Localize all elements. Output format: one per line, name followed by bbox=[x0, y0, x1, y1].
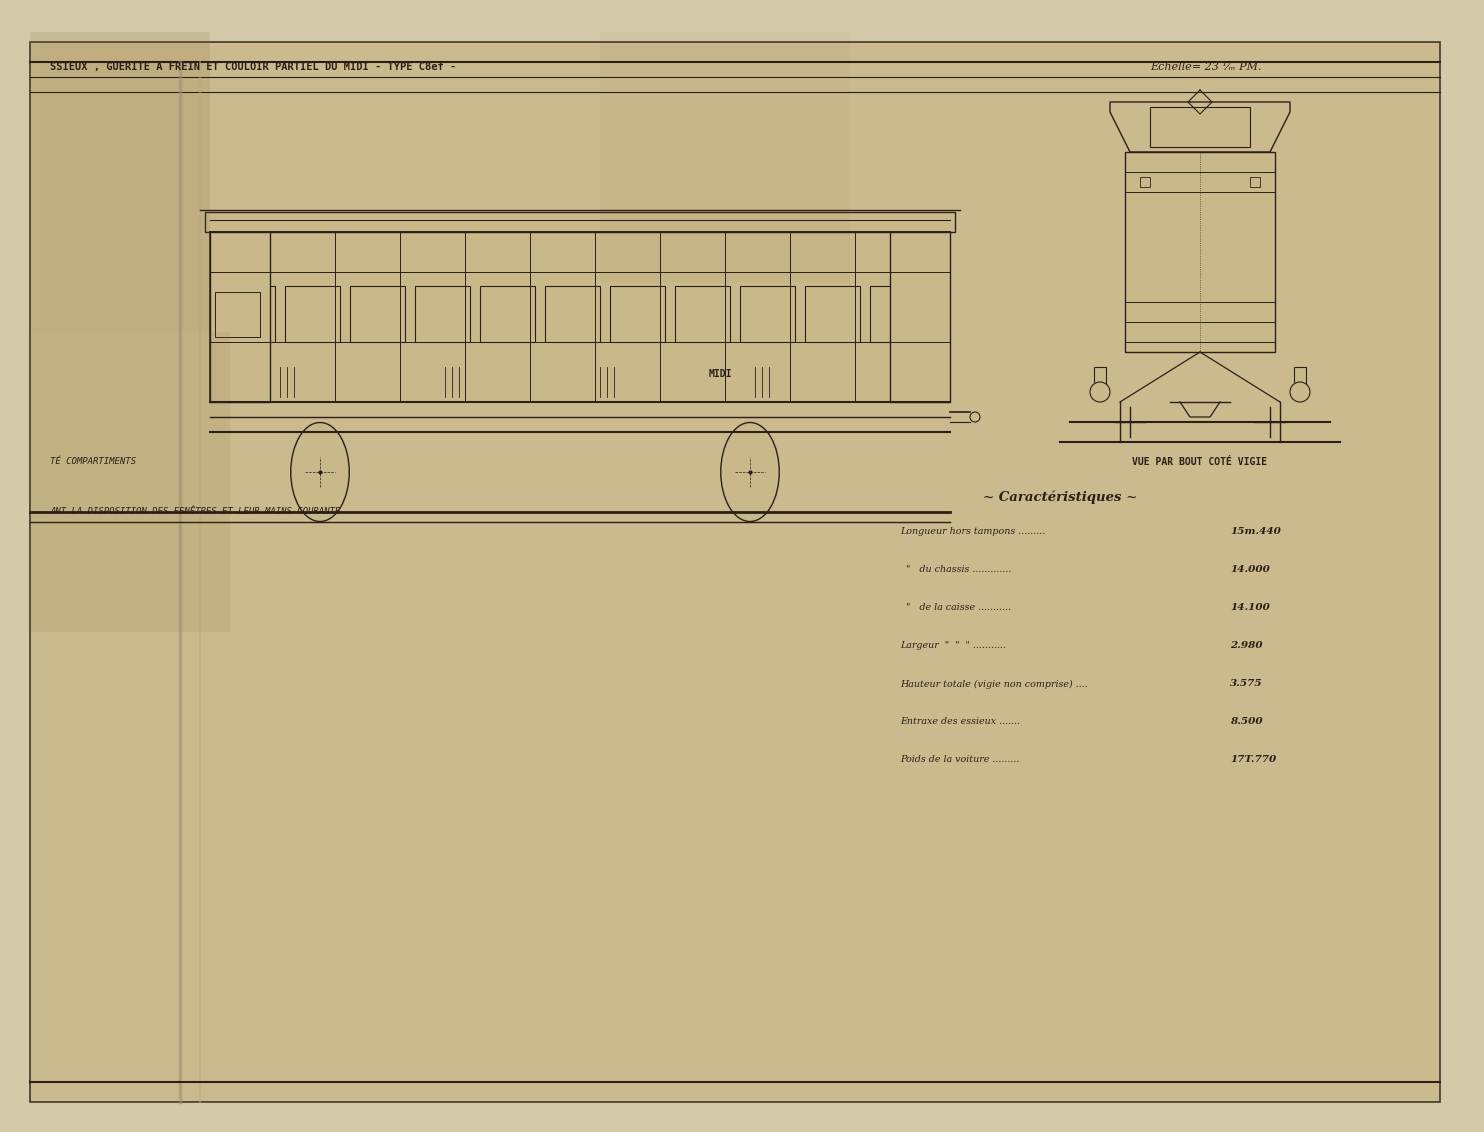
Text: Entraxe des essieux .......: Entraxe des essieux ....... bbox=[899, 718, 1020, 727]
Bar bbox=[416, 286, 470, 342]
Bar bbox=[479, 286, 536, 342]
Text: 2.980: 2.980 bbox=[1230, 642, 1263, 651]
Text: ANT LA DISPOSITION DES FENÊTRES ET LEUR MAINS-COURANTE: ANT LA DISPOSITION DES FENÊTRES ET LEUR … bbox=[50, 507, 340, 516]
Text: Hauteur totale (vigie non comprise) ....: Hauteur totale (vigie non comprise) .... bbox=[899, 679, 1088, 688]
Bar bbox=[1250, 177, 1260, 187]
FancyBboxPatch shape bbox=[30, 42, 1439, 1101]
Bar bbox=[741, 286, 795, 342]
Bar bbox=[30, 32, 211, 332]
Text: ~ Caractéristiques ~: ~ Caractéristiques ~ bbox=[982, 490, 1137, 504]
Text: Echelle= 23 ⅟ₘ PM.: Echelle= 23 ⅟ₘ PM. bbox=[1150, 62, 1261, 72]
Bar bbox=[215, 292, 260, 337]
Bar bbox=[285, 286, 340, 342]
Text: 15m.440: 15m.440 bbox=[1230, 528, 1281, 537]
Text: 8.500: 8.500 bbox=[1230, 718, 1263, 727]
Text: VUE PAR BOUT COTÉ VIGIE: VUE PAR BOUT COTÉ VIGIE bbox=[1132, 457, 1267, 468]
Bar bbox=[30, 332, 230, 632]
Text: SSIEUX , GUERITE A FREIN ET COULOIR PARTIEL DU MIDI - TYPE C8ef -: SSIEUX , GUERITE A FREIN ET COULOIR PART… bbox=[50, 62, 456, 72]
Bar bbox=[1125, 152, 1275, 352]
Text: Largeur  "  "  " ...........: Largeur " " " ........... bbox=[899, 642, 1006, 651]
Bar bbox=[350, 286, 405, 342]
Bar bbox=[600, 32, 850, 282]
Bar bbox=[890, 232, 950, 402]
Ellipse shape bbox=[721, 422, 779, 522]
Bar bbox=[1150, 108, 1250, 147]
Ellipse shape bbox=[291, 422, 349, 522]
Text: TÉ COMPARTIMENTS: TÉ COMPARTIMENTS bbox=[50, 457, 137, 466]
Text: 17T.770: 17T.770 bbox=[1230, 755, 1276, 764]
Bar bbox=[211, 232, 270, 402]
Bar bbox=[1294, 367, 1306, 392]
Text: 3.575: 3.575 bbox=[1230, 679, 1263, 688]
Text: Poids de la voiture .........: Poids de la voiture ......... bbox=[899, 755, 1020, 764]
Bar bbox=[211, 232, 950, 402]
Bar bbox=[1094, 367, 1106, 392]
Bar bbox=[804, 286, 861, 342]
Text: Longueur hors tampons .........: Longueur hors tampons ......... bbox=[899, 528, 1045, 537]
Bar bbox=[870, 286, 925, 342]
Bar bbox=[610, 286, 665, 342]
Text: MIDI: MIDI bbox=[708, 369, 732, 379]
Text: "   de la caisse ...........: " de la caisse ........... bbox=[899, 603, 1011, 612]
Bar bbox=[1140, 177, 1150, 187]
Bar bbox=[675, 286, 730, 342]
Circle shape bbox=[1091, 381, 1110, 402]
Text: "   du chassis .............: " du chassis ............. bbox=[899, 566, 1012, 575]
Circle shape bbox=[1290, 381, 1310, 402]
Bar bbox=[545, 286, 600, 342]
Text: 14.100: 14.100 bbox=[1230, 603, 1270, 612]
Text: 14.000: 14.000 bbox=[1230, 566, 1270, 575]
Bar bbox=[220, 286, 275, 342]
Bar bbox=[205, 212, 956, 232]
